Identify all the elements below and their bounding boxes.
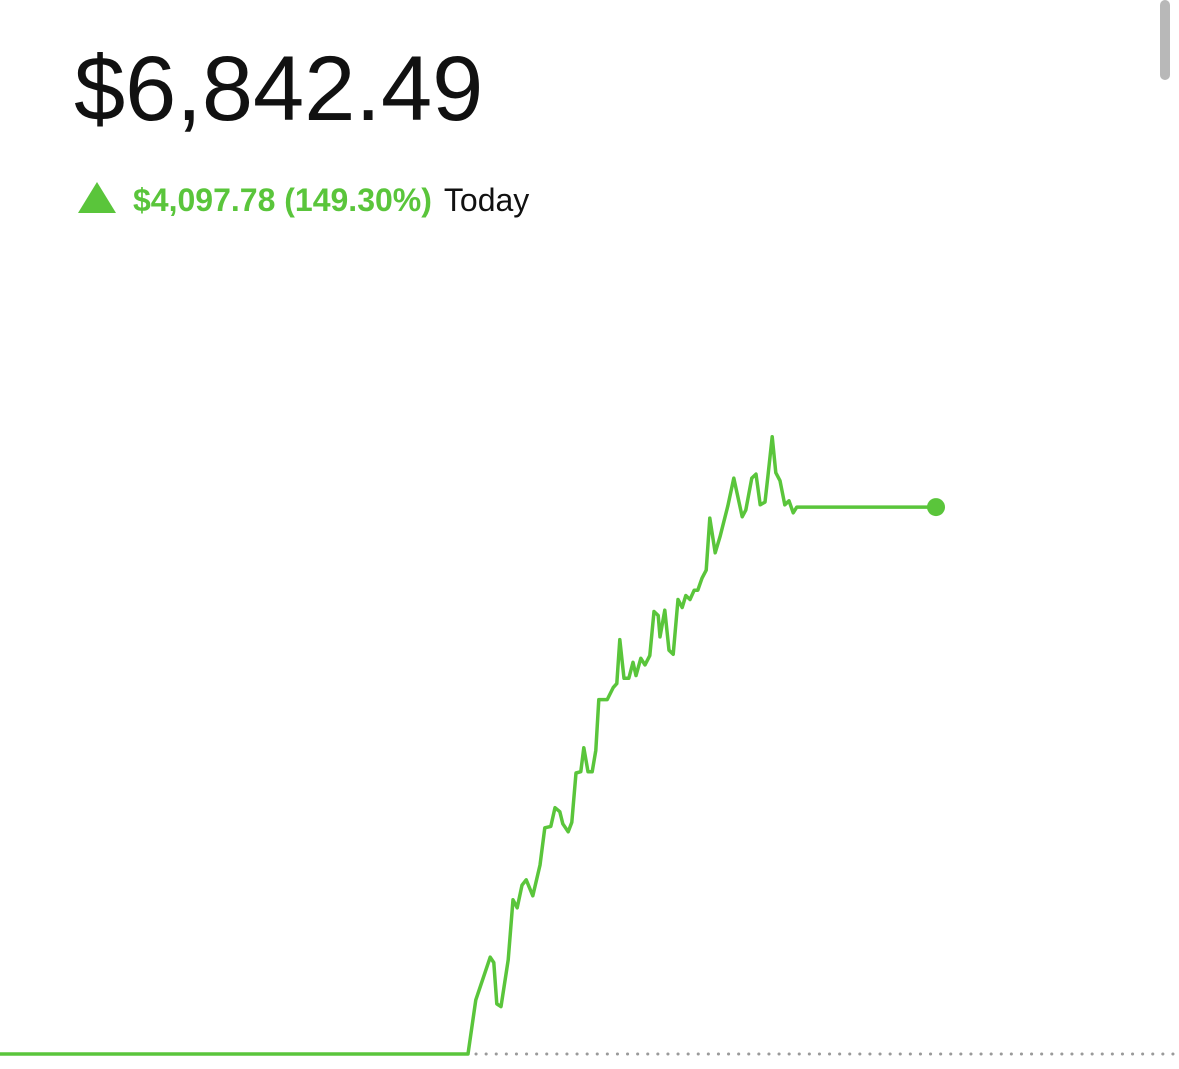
scrollbar[interactable] (1160, 0, 1170, 80)
change-amount: $4,097.78 (149.30%) (133, 182, 432, 218)
portfolio-value: $6,842.49 (74, 38, 483, 140)
change-line: $4,097.78 (149.30%) Today (133, 182, 529, 218)
period-label: Today (444, 182, 529, 218)
current-point (927, 498, 945, 517)
chart (0, 434, 1179, 1056)
up-arrow-icon (78, 182, 116, 213)
price-line (0, 434, 936, 1056)
